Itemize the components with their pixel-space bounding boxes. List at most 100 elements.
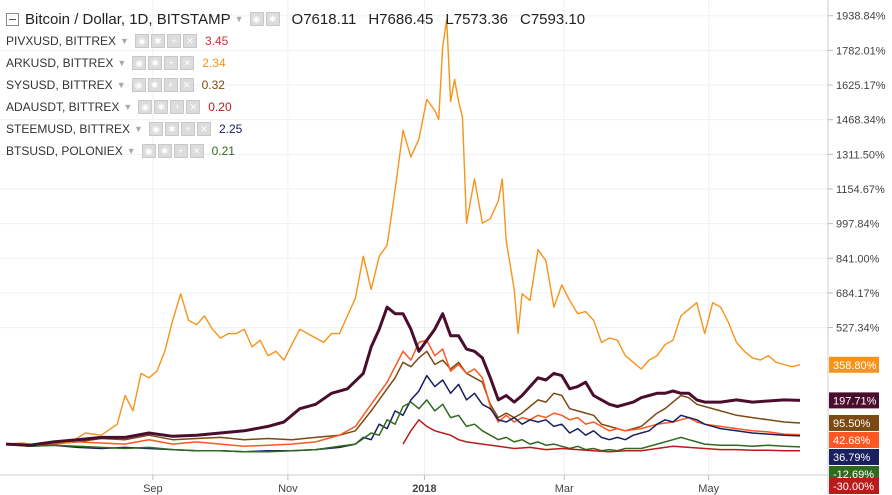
compare-series-value: 3.45: [204, 34, 229, 48]
ohlc-close: C7593.10: [519, 10, 586, 28]
last-value-box: [829, 392, 879, 409]
main-series-title[interactable]: Bitcoin / Dollar, 1D, BITSTAMP: [25, 10, 231, 28]
plus-icon[interactable]: +: [173, 144, 188, 158]
eye-icon[interactable]: ◉: [249, 12, 264, 26]
last-value-text: 197.71%: [833, 395, 877, 407]
series-buttons: ◉ ✱ + ✕: [148, 122, 211, 136]
y-tick-label: 1468.34%: [836, 115, 886, 127]
price-axis: 1938.84% 1782.01% 1625.17% 1468.34% 1311.50%…: [828, 11, 886, 335]
y-tick-label: 1154.67%: [836, 184, 885, 196]
series-line: [402, 419, 800, 453]
series-buttons: ◉ ✱ + ✕: [141, 144, 204, 158]
series-line: [5, 374, 801, 453]
last-value-text: -30.00%: [833, 481, 874, 493]
ohlc-high: H7686.45: [368, 10, 434, 28]
y-tick-label: 841.00%: [836, 253, 880, 265]
eye-icon[interactable]: ◉: [141, 144, 156, 158]
close-icon[interactable]: ✕: [180, 56, 195, 70]
chevron-down-icon[interactable]: ▼: [117, 58, 127, 68]
close-icon[interactable]: ✕: [196, 122, 211, 136]
gear-icon[interactable]: ✱: [154, 100, 169, 114]
compare-series-label[interactable]: SYSUSD, BITTREX: [6, 78, 113, 92]
last-value-badge: 42.68%: [829, 431, 879, 448]
last-value-box: [829, 356, 879, 373]
gear-icon[interactable]: ✱: [148, 56, 163, 70]
chevron-down-icon[interactable]: ▼: [116, 80, 126, 90]
compare-series-row[interactable]: BTSUSD, POLONIEX ▼ ◉ ✱ + ✕ 0.21: [6, 140, 585, 162]
plus-icon[interactable]: +: [163, 78, 178, 92]
y-tick-label: 997.84%: [836, 219, 880, 231]
gear-icon[interactable]: ✱: [150, 34, 165, 48]
y-tick-label: 527.34%: [836, 323, 880, 335]
ohlc-values: O7618.11 H7686.45 L7573.36 C7593.10: [292, 11, 586, 28]
close-icon[interactable]: ✕: [189, 144, 204, 158]
series-buttons: ◉ ✱ + ✕: [134, 34, 197, 48]
compare-series-row[interactable]: SYSUSD, BITTREX ▼ ◉ ✱ + ✕ 0.32: [6, 74, 585, 96]
chevron-down-icon[interactable]: ▼: [120, 36, 129, 46]
compare-series-label[interactable]: ADAUSDT, BITTREX: [6, 100, 120, 114]
compare-series-value: 0.20: [208, 100, 232, 114]
compare-series-value: 2.25: [218, 122, 243, 136]
chevron-down-icon[interactable]: ▼: [134, 124, 143, 134]
gear-icon[interactable]: ✱: [147, 78, 162, 92]
last-value-text: 95.50%: [833, 418, 871, 430]
last-value-badge: -30.00%: [829, 478, 879, 494]
last-value-badge: 36.79%: [829, 448, 879, 465]
compare-series-label[interactable]: BTSUSD, POLONIEX: [6, 144, 123, 158]
last-value-text: -12.69%: [833, 469, 874, 481]
series-line: [5, 19, 801, 446]
last-value-badge: 197.71%: [829, 392, 879, 409]
chevron-down-icon[interactable]: ▼: [126, 146, 136, 156]
last-value-text: 36.79%: [833, 452, 871, 464]
last-value-badge: 95.50%: [829, 414, 879, 431]
gear-icon[interactable]: ✱: [265, 12, 280, 26]
last-value-text: 42.68%: [833, 435, 871, 447]
compare-series-label[interactable]: PIVXUSD, BITTREX: [6, 34, 117, 48]
last-value-badge: 358.80%: [829, 356, 879, 373]
compare-series-label[interactable]: ARKUSD, BITTREX: [6, 56, 114, 70]
plus-icon[interactable]: +: [166, 34, 181, 48]
compare-series-value: 0.32: [201, 78, 225, 92]
main-series-header: Bitcoin / Dollar, 1D, BITSTAMP ▼ ◉ ✱ O76…: [6, 8, 585, 30]
gear-icon[interactable]: ✱: [164, 122, 179, 136]
eye-icon[interactable]: ◉: [131, 78, 146, 92]
y-tick-label: 1938.84%: [836, 11, 886, 23]
ohlc-open: O7618.11: [291, 10, 357, 28]
eye-icon[interactable]: ◉: [138, 100, 153, 114]
compare-series-row[interactable]: PIVXUSD, BITTREX ▼ ◉ ✱ + ✕ 3.45: [6, 30, 585, 52]
last-value-badge: -12.69%: [829, 465, 879, 482]
close-icon[interactable]: ✕: [179, 78, 194, 92]
plus-icon[interactable]: +: [164, 56, 179, 70]
compare-series-row[interactable]: STEEMUSD, BITTREX ▼ ◉ ✱ + ✕ 2.25: [6, 118, 585, 140]
x-tick-label: Sep: [143, 483, 163, 495]
chevron-down-icon[interactable]: ▼: [123, 102, 133, 112]
plus-icon[interactable]: +: [180, 122, 195, 136]
plus-icon[interactable]: +: [170, 100, 185, 114]
series-line: [5, 350, 801, 446]
last-value-box: [829, 431, 879, 448]
close-icon[interactable]: ✕: [182, 34, 197, 48]
compare-series-row[interactable]: ADAUSDT, BITTREX ▼ ◉ ✱ + ✕ 0.20: [6, 96, 585, 118]
eye-icon[interactable]: ◉: [132, 56, 147, 70]
x-tick-label: May: [698, 483, 719, 495]
series-buttons: ◉ ✱ + ✕: [132, 56, 195, 70]
gear-icon[interactable]: ✱: [157, 144, 172, 158]
compare-series-list: PIVXUSD, BITTREX ▼ ◉ ✱ + ✕ 3.45 ARKUSD, BITTREX…: [6, 30, 585, 162]
eye-icon[interactable]: ◉: [134, 34, 149, 48]
compare-series-label[interactable]: STEEMUSD, BITTREX: [6, 122, 131, 136]
last-value-box: [829, 448, 879, 465]
ohlc-low: L7573.36: [445, 10, 508, 28]
chevron-down-icon[interactable]: ▼: [234, 14, 244, 24]
series-line: [5, 305, 801, 447]
collapse-icon[interactable]: [6, 12, 19, 26]
legend: Bitcoin / Dollar, 1D, BITSTAMP ▼ ◉ ✱ O76…: [6, 8, 585, 162]
last-value-box: [829, 465, 879, 482]
eye-icon[interactable]: ◉: [148, 122, 163, 136]
compare-series-value: 0.21: [211, 144, 235, 158]
y-tick-label: 1625.17%: [836, 80, 886, 92]
y-tick-label: 1311.50%: [836, 149, 885, 161]
series-group: [5, 19, 801, 453]
compare-series-row[interactable]: ARKUSD, BITTREX ▼ ◉ ✱ + ✕ 2.34: [6, 52, 585, 74]
close-icon[interactable]: ✕: [186, 100, 201, 114]
